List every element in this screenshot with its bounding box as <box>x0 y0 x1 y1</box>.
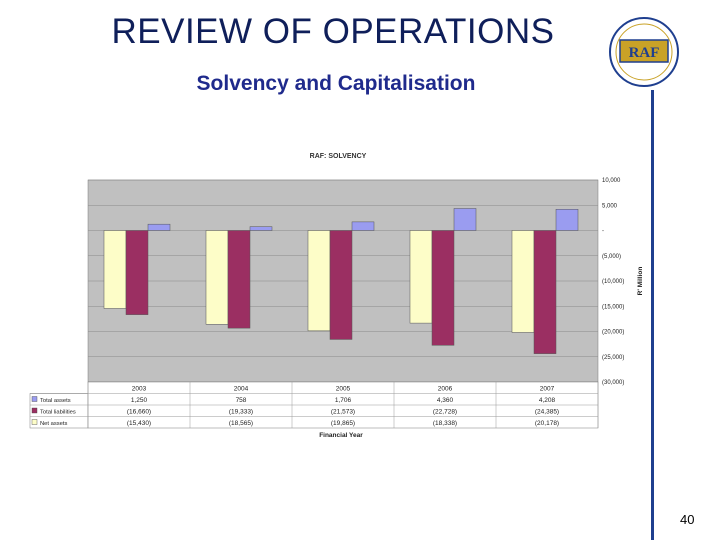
data-label: 1,250 <box>131 397 148 404</box>
logo-text: RAF <box>629 45 660 61</box>
legend-label: Total liabilities <box>40 410 76 416</box>
data-label: (18,338) <box>433 420 457 427</box>
category-label: 2006 <box>438 386 453 393</box>
data-label: (19,333) <box>229 409 253 416</box>
total-assets-bar <box>249 226 273 231</box>
net-assets-bar <box>409 230 433 324</box>
data-label: (16,660) <box>127 409 151 416</box>
x-axis-title: Financial Year <box>319 432 363 439</box>
legend-cell <box>29 393 89 429</box>
raf-logo: RAF <box>609 17 679 87</box>
data-label: (21,573) <box>331 409 355 416</box>
data-label: 4,208 <box>539 397 556 404</box>
data-label: (18,565) <box>229 420 253 427</box>
category-label: 2007 <box>540 386 555 393</box>
y-tick-label: 10,000 <box>602 178 621 184</box>
net-assets-bar <box>307 230 331 332</box>
data-label: (22,728) <box>433 409 457 416</box>
y-tick-label: - <box>602 229 604 235</box>
y-tick-label: (5,000) <box>602 254 621 260</box>
data-label: (24,385) <box>535 409 559 416</box>
y-tick-label: (20,000) <box>602 330 624 336</box>
legend-swatch <box>31 419 38 425</box>
category-label: 2004 <box>234 386 249 393</box>
category-label: 2005 <box>336 386 351 393</box>
legend-label: Total assets <box>40 398 71 404</box>
total-assets-bar <box>453 208 477 231</box>
chart-title: RAF: SOLVENCY <box>310 153 367 160</box>
net-assets-bar <box>205 230 229 325</box>
legend-swatch <box>31 396 38 402</box>
page-subtitle: Solvency and Capitalisation <box>196 72 476 95</box>
page-title: REVIEW OF OPERATIONS <box>111 12 555 51</box>
data-label: (20,178) <box>535 420 559 427</box>
y-tick-label: (10,000) <box>602 279 624 285</box>
total-liabilities-bar <box>329 230 353 340</box>
total-liabilities-bar <box>227 230 251 329</box>
total-assets-bar <box>147 223 171 231</box>
net-assets-bar <box>511 230 535 333</box>
data-label: (19,865) <box>331 420 355 427</box>
legend-swatch <box>31 407 38 414</box>
data-label: 758 <box>236 397 247 404</box>
data-label: (15,430) <box>127 420 151 427</box>
y-axis-title: R' Million <box>637 267 644 296</box>
accent-line <box>651 90 654 540</box>
page-number: 40 <box>680 512 695 527</box>
y-tick-label: 5,000 <box>602 203 618 209</box>
legend-label: Net assets <box>40 421 67 427</box>
data-label: 1,706 <box>335 397 352 404</box>
total-liabilities-bar <box>533 230 557 354</box>
total-liabilities-bar <box>431 230 455 346</box>
total-liabilities-bar <box>125 230 149 315</box>
y-tick-label: (30,000) <box>602 380 624 386</box>
net-assets-bar <box>103 230 127 309</box>
data-label: 4,360 <box>437 397 454 404</box>
total-assets-bar <box>555 208 579 231</box>
y-tick-label: (25,000) <box>602 355 624 361</box>
total-assets-bar <box>351 221 375 231</box>
y-tick-label: (15,000) <box>602 304 624 310</box>
category-label: 2003 <box>132 386 147 393</box>
